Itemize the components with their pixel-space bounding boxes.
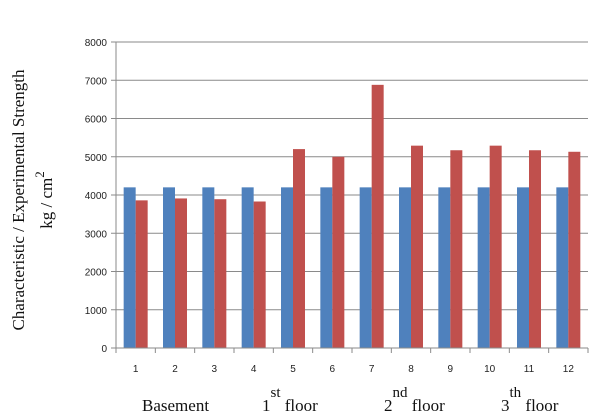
x-tick-label: 10 <box>484 364 496 375</box>
bar-series-2 <box>371 84 384 348</box>
y-tick-label: 8000 <box>85 38 108 49</box>
group-label-1st-num: 1 <box>262 396 271 415</box>
bar-series-2 <box>135 200 148 348</box>
x-tick-label: 7 <box>369 364 375 375</box>
x-tick-label: 9 <box>448 364 454 375</box>
y-tick-label: 7000 <box>85 76 108 87</box>
y-tick-label: 1000 <box>85 306 108 317</box>
group-label-3th-sup: th <box>510 385 522 401</box>
bar-series-2 <box>332 156 345 348</box>
x-tick-label: 8 <box>408 364 414 375</box>
axes <box>115 42 589 353</box>
y-tick-label: 5000 <box>85 153 108 164</box>
bar-series-2 <box>214 199 227 348</box>
group-label-2nd-num: 2 <box>384 396 393 415</box>
bar-series-1 <box>399 187 411 348</box>
group-label-2nd-after: floor <box>408 396 446 415</box>
bar-series-2 <box>411 145 423 348</box>
gridlines <box>111 41 588 349</box>
group-label-basement-text: Basement <box>142 396 209 415</box>
y-tick-label: 4000 <box>85 191 108 202</box>
y-tick-label: 3000 <box>85 229 108 240</box>
x-tick-label: 2 <box>172 364 178 375</box>
bar-series-1 <box>359 187 372 348</box>
bar-series-1 <box>438 187 451 348</box>
bar-series-1 <box>123 187 136 348</box>
bar-series-1 <box>281 187 293 348</box>
group-label-1st-sup: st <box>271 385 282 401</box>
x-tick-label: 12 <box>563 364 575 375</box>
group-label-1st-after: floor <box>281 396 319 415</box>
group-label-1st-floor: 1st floor <box>262 385 318 415</box>
group-label-2nd-floor: 2nd floor <box>384 385 445 415</box>
bar-series-2 <box>529 150 541 348</box>
bar-series-1 <box>517 187 529 348</box>
group-label-3th-after: floor <box>521 396 559 415</box>
bar-series-2 <box>489 145 502 348</box>
x-tick-labels: 1 2 3 4 5 6 7 8 9 10 11 12 <box>133 364 574 375</box>
bar-series-1 <box>163 187 175 348</box>
bar-series-1 <box>477 187 490 348</box>
x-tick-label: 5 <box>290 364 296 375</box>
x-tick-label: 6 <box>330 364 336 375</box>
group-label-2nd-sup: nd <box>393 385 409 401</box>
y-axis-unit: kg / cm <box>37 178 56 229</box>
y-axis-unit-superscript: 2 <box>32 171 47 178</box>
bar-series-2 <box>253 201 266 348</box>
y-axis-label-line1: Characteristic / Experimental Strength <box>9 69 28 331</box>
group-label-basement: Basement <box>142 396 209 415</box>
y-axis-label-line2: kg / cm2 <box>32 171 56 229</box>
bar-series-1 <box>320 187 333 348</box>
bar-series-1 <box>241 187 254 348</box>
bars <box>123 84 581 348</box>
y-tick-labels: 0 1000 2000 3000 4000 5000 6000 7000 8000 <box>85 38 108 355</box>
bar-series-2 <box>175 198 187 348</box>
y-tick-label: 0 <box>101 344 107 355</box>
y-tick-label: 2000 <box>85 268 108 279</box>
bar-series-2 <box>568 151 581 348</box>
x-tick-label: 3 <box>212 364 218 375</box>
bar-series-1 <box>556 187 569 348</box>
y-tick-label: 6000 <box>85 115 108 126</box>
x-tick-label: 11 <box>524 364 535 375</box>
bar-series-2 <box>293 149 305 348</box>
x-tick-label: 1 <box>133 364 139 375</box>
group-label-3th-floor: 3th floor <box>501 385 559 415</box>
x-tick-label: 4 <box>251 364 257 375</box>
group-label-3th-num: 3 <box>501 396 510 415</box>
bar-series-2 <box>450 150 463 348</box>
bar-series-1 <box>202 187 215 348</box>
